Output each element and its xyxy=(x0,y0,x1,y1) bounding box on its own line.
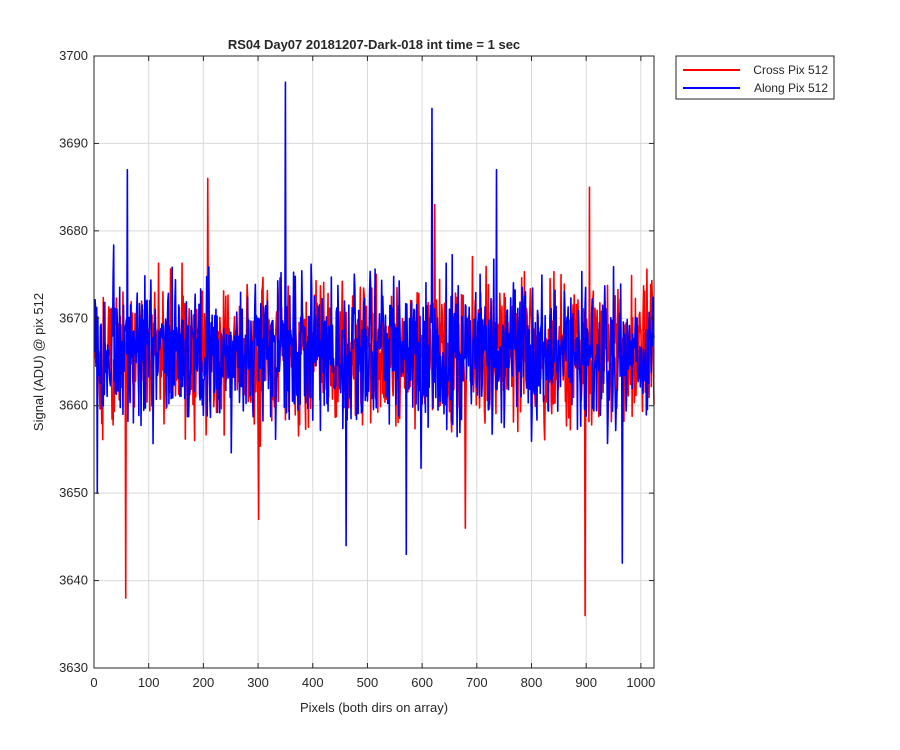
legend-label-cross: Cross Pix 512 xyxy=(753,63,828,77)
x-tick-label: 500 xyxy=(357,675,379,690)
y-tick-label: 3670 xyxy=(59,310,88,325)
x-tick-label: 700 xyxy=(466,675,488,690)
x-tick-label: 400 xyxy=(302,675,324,690)
legend[interactable]: Cross Pix 512 Along Pix 512 xyxy=(675,55,835,100)
plot-frame xyxy=(93,55,655,669)
chart-title: RS04 Day07 20181207-Dark-018 int time = … xyxy=(228,37,520,52)
y-tick-label: 3640 xyxy=(59,573,88,588)
y-tick-label: 3700 xyxy=(59,48,88,63)
y-tick-label: 3660 xyxy=(59,398,88,413)
legend-label-along: Along Pix 512 xyxy=(754,81,828,95)
y-tick-label: 3650 xyxy=(59,485,88,500)
x-tick-label: 1000 xyxy=(626,675,655,690)
axis-ticks: 0 100 200 300 400 500 600 700 800 900 1000 3630 3640… xyxy=(59,48,655,690)
x-tick-label: 900 xyxy=(575,675,597,690)
x-tick-label: 800 xyxy=(521,675,543,690)
x-axis-label: Pixels (both dirs on array) xyxy=(300,700,448,715)
y-tick-label: 3630 xyxy=(59,660,88,675)
x-tick-label: 0 xyxy=(90,675,97,690)
x-tick-label: 100 xyxy=(138,675,160,690)
legend-box xyxy=(675,55,835,100)
series-line-along xyxy=(93,81,655,564)
y-tick-label: 3690 xyxy=(59,135,88,150)
x-tick-label: 600 xyxy=(411,675,433,690)
x-tick-label: 200 xyxy=(193,675,215,690)
x-tick-label: 300 xyxy=(247,675,269,690)
y-axis-label: Signal (ADU) @ pix 512 xyxy=(31,293,46,431)
series-lines xyxy=(93,81,655,617)
y-tick-label: 3680 xyxy=(59,223,88,238)
